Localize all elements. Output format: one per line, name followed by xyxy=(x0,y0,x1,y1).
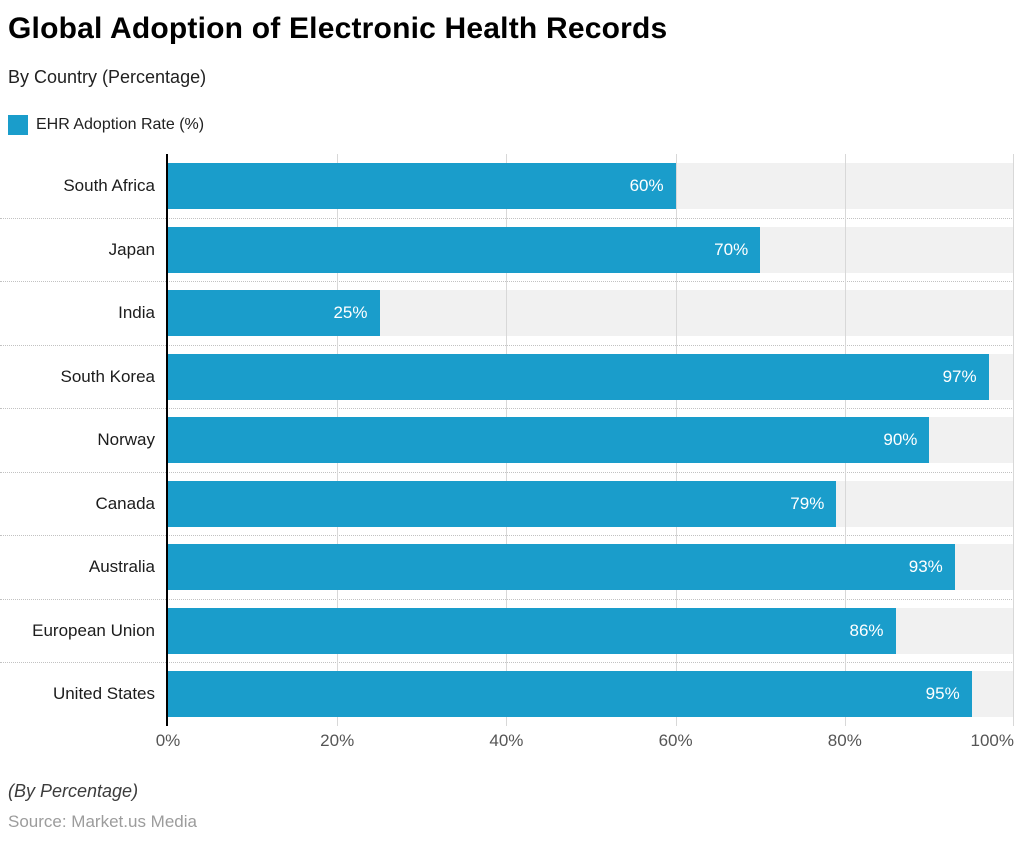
category-label: India xyxy=(118,303,155,323)
bar-track: 86% xyxy=(168,607,1014,654)
bar-value-label: 79% xyxy=(790,493,825,513)
bar-track: 93% xyxy=(168,544,1014,591)
category-label: Australia xyxy=(88,557,155,577)
legend-label: EHR Adoption Rate (%) xyxy=(36,116,205,133)
footer-note: (By Percentage) xyxy=(8,780,139,801)
bar: 93% xyxy=(168,544,955,591)
bar-value-label: 97% xyxy=(942,366,977,386)
bar: 97% xyxy=(168,353,989,400)
legend-swatch-icon xyxy=(8,115,28,135)
chart-rows: South Africa 60% Japan 70% India 25% South Kor… xyxy=(0,154,1014,726)
bar: 95% xyxy=(168,671,972,718)
category-label: Canada xyxy=(95,493,155,513)
legend: EHR Adoption Rate (%) xyxy=(8,115,1024,135)
footer-source: Source: Market.us Media xyxy=(8,811,197,831)
bar: 79% xyxy=(168,480,837,527)
bar-value-label: 93% xyxy=(908,557,943,577)
bar: 86% xyxy=(168,607,896,654)
x-tick-label: 60% xyxy=(658,730,693,750)
chart-subtitle: By Country (Percentage) xyxy=(8,67,207,87)
bar-track: 70% xyxy=(168,226,1014,273)
x-tick-label: 0% xyxy=(155,730,181,750)
x-tick-label: 40% xyxy=(489,730,524,750)
x-tick-label: 20% xyxy=(320,730,355,750)
chart-row: Norway 90% xyxy=(0,408,1014,472)
category-label: United States xyxy=(52,684,155,704)
bar-track: 79% xyxy=(168,480,1014,527)
chart-footer: (By Percentage) Source: Market.us Media xyxy=(8,780,1024,832)
chart-row: United States 95% xyxy=(0,662,1014,726)
chart-row: South Korea 97% xyxy=(0,344,1014,409)
bar: 60% xyxy=(168,162,676,209)
category-label: South Africa xyxy=(63,175,155,195)
page-title: Global Adoption of Electronic Health Rec… xyxy=(8,12,668,45)
bar-value-label: 86% xyxy=(849,620,884,640)
category-label: Norway xyxy=(97,430,155,450)
chart-row: India 25% xyxy=(0,281,1014,345)
category-label: European Union xyxy=(32,620,155,640)
x-tick-label: 100% xyxy=(970,730,1014,750)
chart-row: Australia 93% xyxy=(0,535,1014,599)
bar-track: 60% xyxy=(168,162,1014,209)
category-label: South Korea xyxy=(60,366,155,386)
x-tick-label: 80% xyxy=(827,730,862,750)
bar-value-label: 25% xyxy=(333,303,368,323)
bar-track: 95% xyxy=(168,671,1014,718)
bar: 25% xyxy=(168,290,380,337)
bar-value-label: 90% xyxy=(883,430,918,450)
chart-row: European Union 86% xyxy=(0,598,1014,663)
x-axis: 0% 20% 40% 60% 80% 100% xyxy=(156,726,1014,752)
bar-chart: South Africa 60% Japan 70% India 25% South Kor… xyxy=(0,154,1024,752)
bar-track: 25% xyxy=(168,290,1014,337)
y-axis-line xyxy=(166,154,168,726)
bar-track: 90% xyxy=(168,417,1014,464)
bar-track: 97% xyxy=(168,353,1014,400)
chart-row: Canada 79% xyxy=(0,471,1014,536)
category-label: Japan xyxy=(108,239,155,259)
bar-value-label: 95% xyxy=(925,684,960,704)
bar: 70% xyxy=(168,226,761,273)
bar-value-label: 70% xyxy=(714,239,749,259)
bar-value-label: 60% xyxy=(629,175,664,195)
bar: 90% xyxy=(168,417,930,464)
chart-row: South Africa 60% xyxy=(0,154,1014,218)
chart-row: Japan 70% xyxy=(0,217,1014,282)
